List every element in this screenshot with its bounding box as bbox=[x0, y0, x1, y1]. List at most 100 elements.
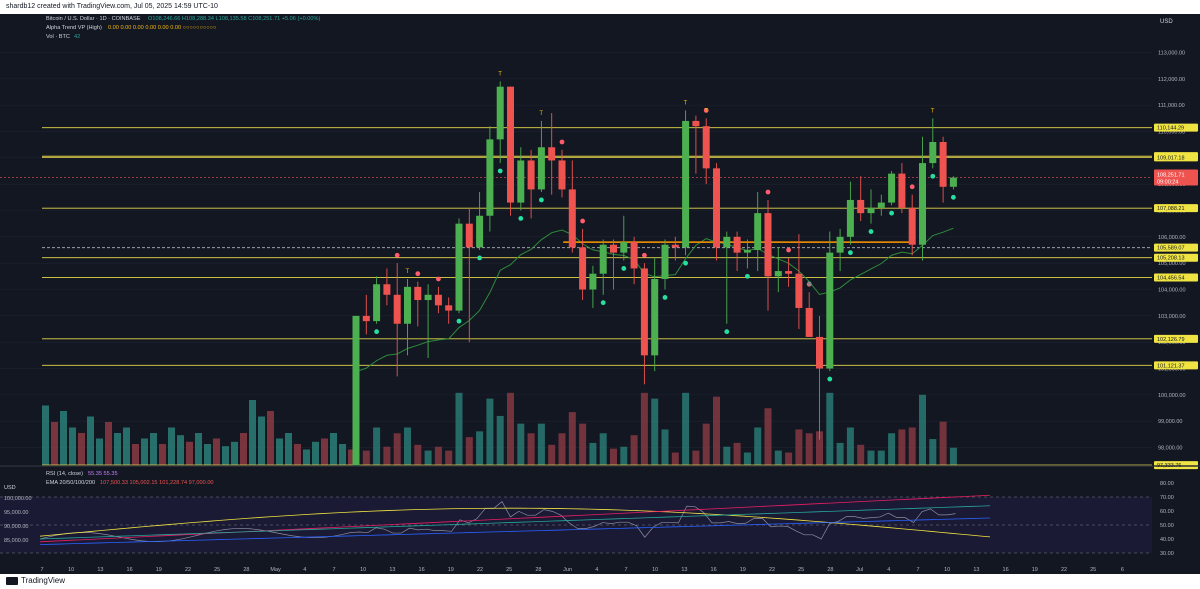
legend-vol-value: 42 bbox=[74, 34, 80, 40]
legend-vol: Vol · BTC bbox=[46, 34, 70, 40]
volume-bar bbox=[589, 442, 597, 466]
volume-bar bbox=[213, 438, 220, 466]
candle-body bbox=[517, 160, 525, 203]
candle-body bbox=[414, 286, 422, 301]
candle-body bbox=[919, 163, 926, 245]
time-tick: 7 bbox=[916, 567, 919, 573]
candle-body bbox=[733, 236, 741, 253]
chart-area[interactable]: T T T T T R T USD 113,000.00 112,000.00 111,000.… bbox=[0, 14, 1200, 574]
volume-bar bbox=[222, 446, 229, 466]
volume-bar bbox=[702, 423, 710, 466]
time-tick: 25 bbox=[798, 567, 804, 573]
time-tick: 22 bbox=[1061, 567, 1067, 573]
candle-body bbox=[476, 215, 484, 248]
level-label-bg bbox=[1154, 361, 1198, 370]
time-tick: May bbox=[270, 567, 281, 573]
volume-bar bbox=[177, 435, 184, 466]
legend-symbol: Bitcoin / U.S. Dollar · 1D · COINBASE bbox=[46, 16, 141, 22]
footer: TradingView bbox=[0, 574, 1200, 589]
time-tick: 28 bbox=[243, 567, 249, 573]
candle-body bbox=[651, 278, 659, 356]
candlesticks bbox=[352, 81, 957, 466]
volume-bar bbox=[610, 448, 617, 466]
volume-bar bbox=[816, 431, 823, 466]
time-tick: 22 bbox=[769, 567, 775, 573]
signal-dot bbox=[621, 266, 627, 271]
level-label: 105,208.13 bbox=[1157, 256, 1185, 262]
volume-bar bbox=[640, 392, 648, 466]
volume-bar bbox=[373, 427, 381, 466]
time-tick: 4 bbox=[887, 567, 890, 573]
volume-bar bbox=[240, 433, 247, 466]
legend-ohlc: O108,246.66 H108,288.34 L108,135.58 C108… bbox=[148, 16, 320, 22]
level-label: 105,589.07 bbox=[1157, 246, 1185, 252]
rsi-tick: 70.00 bbox=[1160, 495, 1174, 501]
volume-bar bbox=[754, 427, 762, 466]
volume-bar bbox=[929, 439, 937, 466]
volume-bar bbox=[186, 441, 193, 466]
volume-bar bbox=[527, 433, 535, 466]
legend-rsi: RSI (14, close) bbox=[46, 471, 83, 477]
candle-body bbox=[373, 284, 381, 322]
volume-bar bbox=[105, 422, 112, 466]
volume-bar bbox=[303, 449, 310, 466]
ema-line bbox=[39, 494, 991, 543]
volume-bar bbox=[599, 433, 607, 466]
candle-body bbox=[527, 160, 535, 190]
time-axis-ticks: 7 10 13 16 19 22 25 28 May 4 7 10 13 16 19 22 25 28 Jun 4 7 1… bbox=[40, 567, 1123, 573]
volume-bar bbox=[445, 450, 453, 466]
signal-dot bbox=[662, 295, 668, 300]
signal-dot bbox=[415, 271, 421, 277]
level-label-bg bbox=[1154, 334, 1198, 343]
time-tick: 10 bbox=[944, 567, 950, 573]
price-chart[interactable]: T T T T T R T USD 113,000.00 112,000.00 111,000.… bbox=[0, 14, 1200, 574]
candle-body bbox=[888, 173, 896, 203]
volume-bar bbox=[877, 450, 885, 466]
time-tick: 13 bbox=[681, 567, 687, 573]
price-tick: 103,000.00 bbox=[1158, 314, 1186, 320]
candle-body bbox=[764, 213, 772, 277]
tradingview-logo[interactable]: TradingView bbox=[6, 576, 65, 585]
time-tick: 7 bbox=[332, 567, 335, 573]
volume-bar bbox=[424, 450, 432, 466]
candle-body bbox=[589, 273, 597, 290]
swing-marker: R bbox=[807, 282, 812, 288]
candle-body bbox=[496, 86, 504, 140]
volume-bar bbox=[764, 408, 772, 466]
time-tick: 19 bbox=[156, 567, 162, 573]
candle-body bbox=[826, 252, 834, 369]
volume-bar bbox=[312, 441, 319, 466]
signal-dot bbox=[539, 197, 544, 203]
candle-body bbox=[774, 271, 782, 277]
time-tick: 25 bbox=[214, 567, 220, 573]
swing-marker: T bbox=[931, 108, 935, 114]
volume-bar bbox=[630, 435, 638, 466]
volume-bar bbox=[404, 427, 411, 466]
price-tick: 113,000.00 bbox=[1158, 50, 1185, 56]
rsi-tick: 40.00 bbox=[1160, 537, 1174, 543]
volume-bar bbox=[682, 392, 690, 466]
price-level-labels: 110,144.29109,062.98109,017.18107,088.21… bbox=[1154, 123, 1198, 470]
ema-line bbox=[39, 517, 991, 545]
volume-bar bbox=[919, 394, 926, 466]
volume-bar bbox=[330, 433, 337, 466]
volume-bar bbox=[204, 444, 211, 466]
legend-alpha-values: 0.00 0.00 0.00 0.00 0.00 0.00 ○○○○○○○○○○ bbox=[108, 25, 216, 31]
price-tick: 104,000.00 bbox=[1158, 288, 1186, 294]
time-tick: 25 bbox=[506, 567, 512, 573]
price-tick: 100,000.00 bbox=[1158, 393, 1186, 399]
signal-dot bbox=[683, 260, 688, 266]
candle-body bbox=[805, 307, 813, 337]
legend-ema-values: 107,500.33 105,002.15 101,228.74 97,000.… bbox=[100, 480, 214, 486]
candle-body bbox=[537, 147, 545, 190]
signal-dot bbox=[909, 184, 915, 190]
signal-dot bbox=[518, 215, 524, 221]
time-tick: 13 bbox=[389, 567, 395, 573]
signal-dot bbox=[724, 329, 730, 335]
signal-dot bbox=[477, 255, 482, 261]
price-tick: 102,000.00 bbox=[1158, 340, 1186, 346]
time-tick: 6 bbox=[1121, 567, 1124, 573]
level-label: 102,126.79 bbox=[1157, 337, 1185, 343]
top-markers: T T T T T R T bbox=[406, 71, 935, 288]
price-tick: 111,000.00 bbox=[1158, 103, 1185, 109]
